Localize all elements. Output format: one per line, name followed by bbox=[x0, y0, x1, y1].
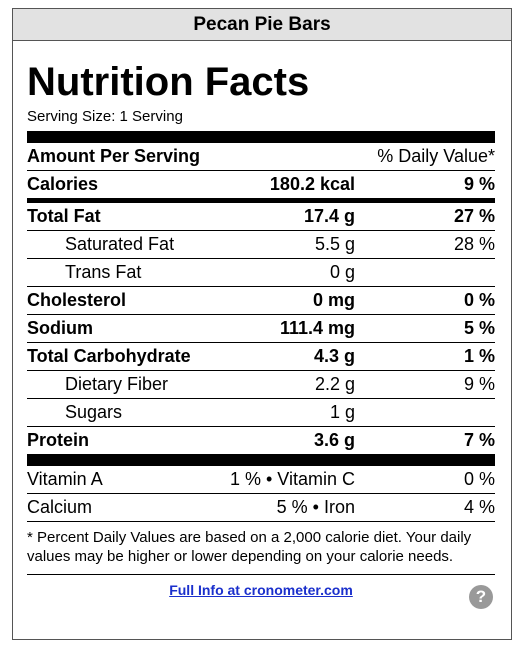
nutrient-name: Calcium bbox=[27, 497, 93, 517]
nutrient-row: Total Fat 17.4 g 27 % bbox=[27, 203, 495, 231]
nutrient-dv bbox=[355, 259, 495, 286]
nutrient-name: Sugars bbox=[65, 402, 123, 422]
nutrient-amount: 5.5 g bbox=[314, 234, 355, 254]
nutrient-row: Saturated Fat 5.5 g 28 % bbox=[27, 231, 495, 259]
label-box: Pecan Pie Bars Nutrition Facts Serving S… bbox=[12, 8, 512, 640]
recipe-title: Pecan Pie Bars bbox=[13, 9, 511, 41]
nutrient-amount: 111.4 mg bbox=[279, 318, 355, 338]
nutrient-dv: 4 % bbox=[463, 497, 495, 517]
nutrient-row: Sugars 1 g bbox=[27, 399, 495, 427]
vitamin-rows: Vitamin A 1 % • Vitamin C 0 % Calcium 5 % • … bbox=[27, 466, 495, 522]
footnote: * Percent Daily Values are based on a 2,… bbox=[27, 522, 495, 575]
nutrient-name: Dietary Fiber bbox=[65, 374, 169, 394]
nutrient-row: Trans Fat 0 g bbox=[27, 259, 495, 287]
label-title: Nutrition Facts bbox=[27, 60, 310, 104]
nutrient-name: Cholesterol bbox=[27, 290, 127, 310]
nutrient-row: Total Carbohydrate 4.3 g 1 % bbox=[27, 343, 495, 371]
nutrient-dv: 5 % bbox=[463, 318, 495, 338]
nutrient-dv: 0 % bbox=[463, 469, 495, 489]
nutrient-amount: 2.2 g bbox=[314, 374, 355, 394]
nutrient-dv: 28 % bbox=[453, 234, 495, 254]
nutrient-row: Protein 3.6 g 7 % bbox=[27, 427, 495, 454]
help-icon[interactable]: ? bbox=[469, 585, 493, 609]
rows: Calories 180.2 kcal 9 % Total Fat 17.4 g 27 %… bbox=[27, 171, 495, 454]
nutrient-name: Sodium bbox=[27, 318, 93, 338]
nutrient-amount: 4.3 g bbox=[313, 346, 355, 366]
nutrient-amount: 3.6 g bbox=[313, 430, 355, 450]
nutrient-dv bbox=[355, 399, 495, 426]
nutrient-name: Total Fat bbox=[27, 206, 101, 226]
full-info-link[interactable]: Full Info at cronometer.com bbox=[169, 582, 353, 598]
dv-header: % Daily Value* bbox=[377, 146, 495, 166]
nutrient-amount: 5 % • Iron bbox=[276, 497, 355, 517]
nutrient-dv: 27 % bbox=[453, 206, 495, 226]
nutrient-name: Protein bbox=[27, 430, 90, 450]
nutrient-name: Vitamin A bbox=[27, 469, 103, 489]
nutrient-amount: 1 g bbox=[329, 402, 355, 422]
label: Nutrition Facts Serving Size: 1 Serving … bbox=[27, 57, 495, 611]
nutrient-row: Calories 180.2 kcal 9 % bbox=[27, 171, 495, 203]
nutrient-dv: 1 % bbox=[463, 346, 495, 366]
nutrient-amount: 0 mg bbox=[312, 290, 355, 310]
nutrient-row: Vitamin A 1 % • Vitamin C 0 % bbox=[27, 466, 495, 494]
nutrient-amount: 17.4 g bbox=[303, 206, 355, 226]
nutrient-row: Sodium 111.4 mg 5 % bbox=[27, 315, 495, 343]
nutrient-dv: 0 % bbox=[463, 290, 495, 310]
nutrient-name: Trans Fat bbox=[65, 262, 142, 282]
divider-bar bbox=[27, 131, 495, 143]
nutrient-amount: 180.2 kcal bbox=[269, 174, 355, 194]
nutrient-row: Dietary Fiber 2.2 g 9 % bbox=[27, 371, 495, 399]
nutrient-dv: 7 % bbox=[463, 430, 495, 450]
header-row: Amount Per Serving % Daily Value* bbox=[27, 143, 495, 171]
nutrient-dv: 9 % bbox=[463, 374, 495, 394]
nutrient-amount: 0 g bbox=[329, 262, 355, 282]
nutrient-amount: 1 % • Vitamin C bbox=[229, 469, 355, 489]
amount-header: Amount Per Serving bbox=[27, 146, 201, 166]
nutrient-name: Saturated Fat bbox=[65, 234, 175, 254]
nutrient-row: Calcium 5 % • Iron 4 % bbox=[27, 494, 495, 522]
nutrient-name: Total Carbohydrate bbox=[27, 346, 191, 366]
nutrient-name: Calories bbox=[27, 174, 99, 194]
nutrient-dv: 9 % bbox=[463, 174, 495, 194]
serving-size: Serving Size: 1 Serving bbox=[27, 108, 183, 125]
divider-bar bbox=[27, 454, 495, 466]
nutrient-row: Cholesterol 0 mg 0 % bbox=[27, 287, 495, 315]
link-area: Full Info at cronometer.com ? bbox=[27, 575, 495, 611]
